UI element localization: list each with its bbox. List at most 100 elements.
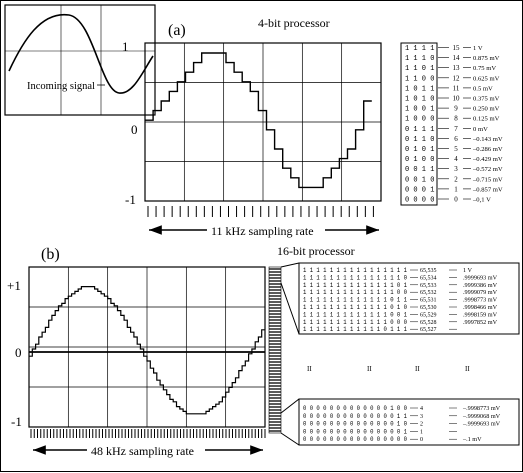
code-value: .9998159 mV — [463, 311, 498, 318]
code-table-row: 1 1 1 1 1 1 1 1 1 1 1 1 1 0 0 0 65,528 .99… — [303, 319, 498, 326]
code-table-row: 0 1 0 0 4 –0.429 mV — [405, 155, 503, 164]
code-value: –.1 mV — [462, 436, 482, 443]
code-index: 65,532 — [420, 290, 437, 296]
code-value: –0.857 mV — [472, 186, 503, 193]
panel-a: Incoming signal (a) 4-bit processor 1 0 … — [4, 4, 503, 238]
code-table-row: 1 0 1 0 10 0.375 mV — [405, 95, 500, 104]
code-index: 2 — [454, 175, 458, 183]
code-value: 0.250 mV — [473, 106, 500, 113]
code-index: 11 — [453, 84, 460, 92]
code-bits: 1 1 1 0 — [405, 55, 434, 63]
code-bits: 0 0 0 0 0 0 0 0 0 0 0 0 0 0 0 1 — [303, 428, 407, 435]
code-index: 8 — [454, 115, 458, 123]
code-value: .9999693 mV — [463, 274, 498, 281]
code-table-row: 0 1 1 1 7 0 mV — [405, 125, 488, 134]
code-value: .9998466 mV — [463, 304, 498, 311]
code-value: 0.875 mV — [473, 55, 500, 62]
code-value: 0 mV — [473, 126, 488, 133]
code-bits: 0 0 0 0 0 0 0 0 0 0 0 0 0 0 0 0 — [303, 436, 407, 443]
code-index: 65,527 — [420, 327, 437, 333]
panel-a-y-mid: 0 — [131, 122, 138, 137]
code-table-row: 1 1 0 0 12 0.625 mV — [405, 74, 500, 83]
code-value: 0.125 mV — [473, 116, 500, 123]
panel-a-sampling-label: 11 kHz sampling rate — [211, 224, 314, 238]
code-bits: 0 1 0 0 — [405, 156, 434, 164]
code-table-row: 1 1 1 1 1 1 1 1 1 1 1 1 0 1 1 1 65,527 — [303, 326, 457, 333]
panel-b-grid — [29, 267, 265, 427]
code-index: 0 — [420, 437, 423, 443]
code-index: 65,530 — [420, 305, 437, 311]
code-table-row: 1 1 1 1 15 1 V — [405, 44, 483, 53]
code-index: 65,534 — [420, 275, 437, 281]
code-bits: 0 0 0 0 0 0 0 0 0 0 0 0 0 1 0 0 — [303, 405, 407, 412]
code-value: 1 V — [473, 45, 483, 52]
code-bits: 1 1 1 1 1 1 1 1 1 1 1 1 1 0 1 0 — [303, 304, 407, 311]
panel-a-y-bot: -1 — [125, 192, 136, 207]
panel-a-title: 4-bit processor — [258, 16, 330, 30]
panel-a-code-box — [400, 42, 438, 206]
panel-a-grid — [145, 43, 381, 201]
panel-b-y-top: +1 — [7, 278, 21, 293]
code-table-row: 0 0 0 0 0 0 0 0 0 0 0 0 0 1 0 0 4 –.999877… — [303, 405, 501, 412]
ellipsis-mark: II — [415, 365, 420, 373]
code-value: –.9999068 mV — [462, 413, 501, 420]
code-bits: 1 0 1 0 — [405, 96, 434, 104]
zoom-lines — [280, 262, 300, 446]
code-bits: 0 0 0 0 0 0 0 0 0 0 0 0 0 0 1 0 — [303, 421, 407, 428]
code-table-row: 0 0 0 0 0 0 0 0 0 0 0 0 0 0 0 0 0 –.1 mV — [303, 436, 482, 443]
panel-b-y-bot: -1 — [11, 414, 22, 429]
code-table-row: 1 1 1 1 1 1 1 1 1 1 1 1 1 0 0 1 65,529 .99… — [303, 311, 498, 318]
panel-b-frame — [28, 266, 266, 428]
code-bits: 1 1 1 1 1 1 1 1 1 1 1 1 1 0 1 1 — [303, 297, 407, 304]
code-index: 65,533 — [420, 283, 437, 289]
code-bits: 0 0 0 1 — [405, 186, 434, 194]
code-bits: 0 1 0 1 — [405, 146, 434, 154]
code-value: 1 V — [463, 267, 473, 274]
code-table-row: 0 0 0 0 0 –0,1 V — [405, 196, 491, 205]
code-value: 0.75 mV — [473, 65, 496, 72]
panel-a-frame — [144, 42, 382, 202]
code-bits: 0 0 0 0 — [405, 197, 434, 205]
panel-a-sample-ticks — [147, 206, 374, 217]
code-bits: 1 0 0 0 — [405, 116, 434, 124]
panel-b-top-table-box — [298, 262, 520, 335]
code-value: 0.375 mV — [473, 96, 500, 103]
code-index: 10 — [453, 95, 461, 103]
code-bits: 1 1 1 1 1 1 1 1 1 1 1 1 1 0 0 1 — [303, 311, 407, 318]
panel-b: (b) 16-bit processor +1 0 -1 48 kHz samp… — [7, 244, 520, 458]
code-bits: 1 1 1 1 1 1 1 1 1 1 1 1 1 1 0 0 — [303, 289, 407, 296]
code-bits: 0 0 1 1 — [405, 166, 434, 174]
code-bits: 0 0 1 0 — [405, 176, 434, 184]
code-value: –.9999693 mV — [462, 421, 501, 428]
panel-b-ellipsis: II II II II — [307, 365, 470, 373]
panel-b-sample-ticks — [30, 429, 266, 438]
code-index: 0 — [454, 196, 458, 204]
code-table-row: 0 0 0 0 0 0 0 0 0 0 0 0 0 0 0 1 1 — [303, 428, 457, 435]
code-index: 7 — [454, 125, 458, 133]
code-index: 14 — [453, 54, 461, 62]
ellipsis-mark: II — [307, 365, 312, 373]
ellipsis-mark: II — [367, 365, 372, 373]
ellipsis-mark: II — [465, 365, 470, 373]
code-index: 9 — [454, 105, 458, 113]
code-table-row: 0 0 0 0 0 0 0 0 0 0 0 0 0 0 1 1 3 –.999906… — [303, 413, 501, 420]
code-value: 0.5 mV — [473, 85, 493, 92]
code-value: –0.143 mV — [472, 136, 503, 143]
code-value: .9997852 mV — [463, 319, 498, 326]
code-index: 3 — [454, 165, 458, 173]
code-table-row: 1 1 1 1 1 1 1 1 1 1 1 1 1 1 0 1 65,533 .99… — [303, 282, 498, 289]
code-bits: 1 1 1 1 1 1 1 1 1 1 1 1 1 1 1 0 — [303, 274, 407, 281]
code-table-row: 0 1 1 0 6 –0.143 mV — [405, 135, 503, 144]
code-index: 2 — [420, 422, 423, 428]
code-bits: 1 1 1 1 1 1 1 1 1 1 1 1 1 0 0 0 — [303, 319, 407, 326]
code-index: 1 — [454, 185, 458, 193]
incoming-signal-curve — [8, 13, 154, 94]
panel-b-level-bar — [268, 266, 282, 434]
code-bits: 1 1 1 1 1 1 1 1 1 1 1 1 0 1 1 1 — [303, 326, 407, 333]
panel-b-label: (b) — [41, 246, 60, 263]
code-value: –0,1 V — [472, 197, 491, 204]
inset-label: Incoming signal — [27, 81, 95, 92]
panel-b-y-mid: 0 — [15, 345, 22, 360]
code-table-row: 1 1 1 0 14 0.875 mV — [405, 54, 500, 63]
panel-a-code-table: 1 1 1 1 15 1 V1 1 1 0 14 0.875 mV1 1 0 1 13 0.… — [405, 44, 503, 205]
